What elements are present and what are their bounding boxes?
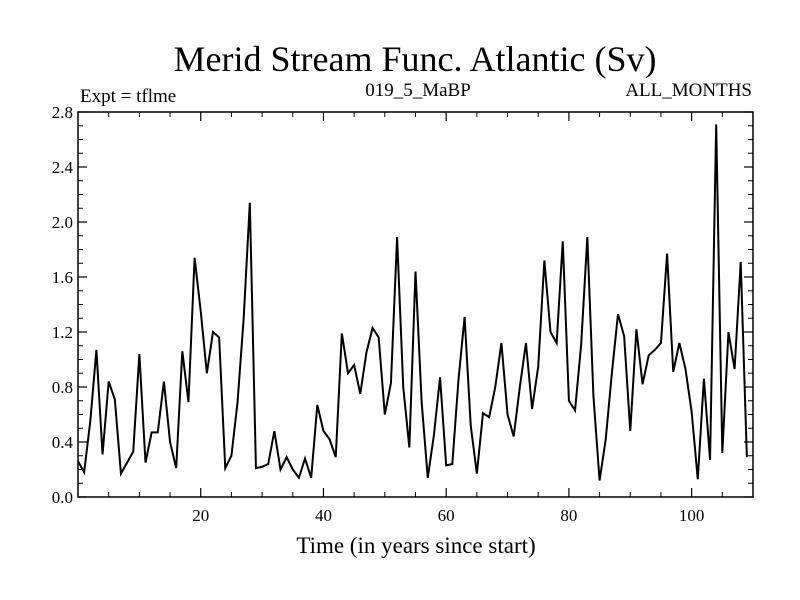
series-line (77, 124, 748, 481)
y-tick-label: 0.4 (52, 433, 74, 452)
ticks: 0.0 0.4 0.8 1.2 1.6 2.0 2.4 2.8 20 40 60 80 100 (52, 103, 753, 525)
y-tick-label: 1.2 (52, 323, 73, 342)
x-tick-label: 20 (192, 506, 209, 525)
y-tick-label: 2.0 (52, 213, 73, 232)
header-center-label: 019_5_MaBP (365, 80, 471, 101)
x-tick-label: 60 (438, 506, 455, 525)
x-tick-label: 80 (560, 506, 577, 525)
x-tick-label: 100 (679, 506, 705, 525)
y-tick-label: 2.8 (52, 103, 73, 122)
axes (77, 111, 754, 498)
x-axis-label: Time (in years since start) (296, 533, 535, 558)
x-tick-label: 40 (315, 506, 332, 525)
chart-title: Merid Stream Func. Atlantic (Sv) (174, 39, 657, 79)
y-tick-label: 1.6 (52, 268, 73, 287)
header-right-label: ALL_MONTHS (625, 80, 752, 101)
plot-frame (77, 111, 754, 498)
header-left-label: Expt = tflme (80, 86, 176, 107)
series (77, 124, 748, 481)
y-tick-label: 0.8 (52, 378, 73, 397)
y-tick-label: 2.4 (52, 158, 74, 177)
y-tick-label: 0.0 (52, 488, 73, 507)
